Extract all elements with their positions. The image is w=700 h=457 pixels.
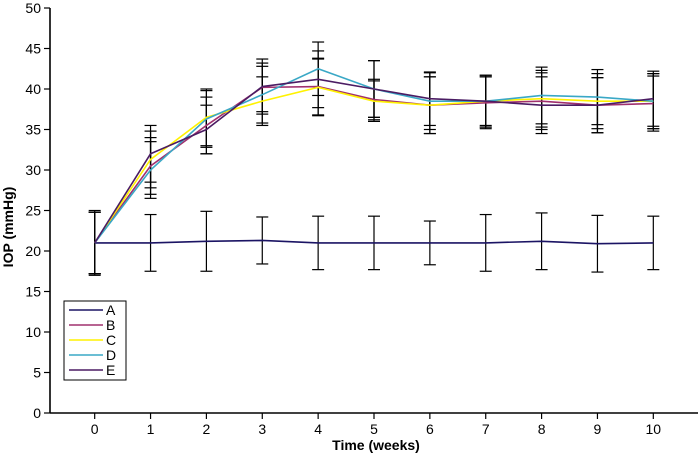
y-tick-label: 20	[25, 243, 41, 259]
x-tick-label: 5	[370, 421, 378, 437]
y-axis-title: IOP (mmHg)	[0, 187, 16, 268]
error-bars	[88, 41, 660, 276]
legend-label-c: C	[106, 332, 116, 348]
y-tick-label: 40	[25, 81, 41, 97]
series-line-e	[94, 78, 654, 244]
y-tick-label: 15	[25, 284, 41, 300]
x-tick-label: 4	[314, 421, 322, 437]
y-tick-label: 25	[25, 203, 41, 219]
y-tick-label: 5	[33, 365, 41, 381]
y-tick-label: 30	[25, 162, 41, 178]
x-tick-label: 8	[538, 421, 546, 437]
legend-label-e: E	[106, 362, 115, 378]
x-tick-label: 7	[482, 421, 490, 437]
x-tick-label: 0	[91, 421, 99, 437]
y-tick-label: 50	[25, 0, 41, 16]
x-tick-label: 10	[646, 421, 662, 437]
y-tick-label: 10	[25, 324, 41, 340]
legend-label-b: B	[106, 317, 115, 333]
y-tick-label: 45	[25, 41, 41, 57]
x-tick-label: 1	[147, 421, 155, 437]
legend-label-a: A	[106, 302, 116, 318]
x-axis-title: Time (weeks)	[332, 437, 420, 453]
legend-label-d: D	[106, 347, 116, 363]
series-line-b	[94, 85, 654, 244]
y-tick-label: 35	[25, 122, 41, 138]
x-tick-label: 3	[258, 421, 266, 437]
x-tick-label: 6	[426, 421, 434, 437]
x-tick-label: 2	[203, 421, 211, 437]
series-lines	[94, 67, 654, 245]
y-tick-label: 0	[33, 405, 41, 421]
x-tick-label: 9	[594, 421, 602, 437]
series-line-c	[94, 86, 654, 244]
series-line-a	[94, 239, 654, 245]
